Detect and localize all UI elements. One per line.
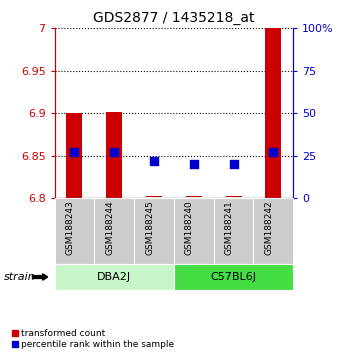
Point (231, 161, 236, 167)
Point (271, 149, 276, 155)
Text: GSM188245: GSM188245 (145, 200, 154, 255)
Text: GSM188240: GSM188240 (185, 200, 194, 255)
Text: GSM188241: GSM188241 (225, 200, 234, 255)
Bar (66, 113, 83, 198)
Point (191, 161, 196, 167)
Text: GSM188244: GSM188244 (105, 200, 114, 255)
Point (72, 149, 77, 155)
Bar (226, 196, 241, 198)
Bar (186, 196, 202, 198)
Point (151, 158, 157, 164)
Title: GDS2877 / 1435218_at: GDS2877 / 1435218_at (93, 11, 255, 24)
Bar (106, 112, 122, 198)
Legend: transformed count, percentile rank within the sample: transformed count, percentile rank withi… (11, 329, 174, 349)
Text: C57BL6J: C57BL6J (211, 272, 256, 282)
Text: GSM188242: GSM188242 (264, 200, 273, 255)
Text: strain: strain (3, 272, 35, 282)
Point (112, 149, 117, 155)
Bar (265, 26, 281, 198)
Bar (146, 196, 162, 198)
Text: GSM188243: GSM188243 (65, 200, 74, 255)
Text: DBA2J: DBA2J (97, 272, 131, 282)
